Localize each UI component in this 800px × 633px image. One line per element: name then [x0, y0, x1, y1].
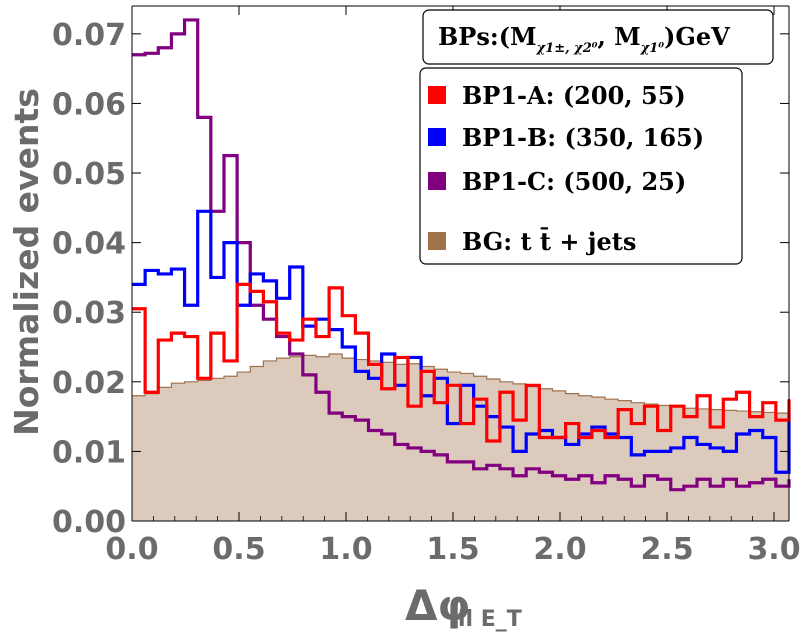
- plot-frame: [131, 5, 790, 522]
- legend: BP1-A: (200, 55) BP1-B: (350, 165) BP1-C…: [419, 67, 743, 265]
- legend-label-bp1b: BP1-B: (350, 165): [462, 123, 704, 152]
- legend-label-bg: BG: t t̄ + jets: [462, 227, 636, 256]
- legend-title-start: BPs:(M: [438, 22, 537, 51]
- y-tick-label: 0.03: [52, 296, 126, 331]
- ticks-layer: 0.00 0.01 0.02 0.03 0.04 0.05 0.06 0.07 0.0 0.5 1.…: [52, 6, 800, 567]
- legend-title-end: )GeV: [664, 22, 730, 51]
- y-axis-label: Normalized events: [7, 88, 46, 436]
- y-tick-label: 0.01: [52, 435, 126, 470]
- legend-entry-bp1b: BP1-B: (350, 165): [428, 123, 704, 152]
- legend-swatch-bg: [428, 232, 446, 250]
- x-axis-label: Δφ ll E_T: [405, 581, 522, 632]
- x-tick-label: 0.5: [212, 532, 265, 567]
- legend-title-box: BPs:(Mχ1±, χ2⁰, Mχ1⁰)GeV: [422, 9, 774, 65]
- legend-swatch-bp1c: [428, 172, 446, 190]
- legend-swatch-bp1b: [428, 128, 446, 146]
- x-tick-label: 3.0: [747, 532, 800, 567]
- legend-swatch-bp1a: [428, 86, 446, 104]
- x-tick-label: 1.0: [319, 532, 372, 567]
- legend-entry-bp1a: BP1-A: (200, 55): [428, 81, 686, 110]
- legend-label-bp1c: BP1-C: (500, 25): [462, 167, 686, 196]
- series-line-bp1c: [132, 18, 791, 492]
- y-tick-label: 0.05: [52, 157, 126, 192]
- signal-histograms-layer: [132, 18, 791, 492]
- legend-entry-bg: BG: t t̄ + jets: [428, 227, 636, 256]
- svg-text:BPs:(Mχ1±, χ2⁰, Mχ1⁰)GeV: BPs:(Mχ1±, χ2⁰, Mχ1⁰)GeV: [438, 22, 730, 56]
- x-tick-label: 2.0: [533, 532, 586, 567]
- y-tick-label: 0.00: [52, 505, 126, 540]
- y-tick-label: 0.06: [52, 87, 126, 122]
- series-line-bp1a: [132, 282, 791, 443]
- y-tick-label: 0.02: [52, 366, 126, 401]
- y-tick-label: 0.07: [52, 18, 126, 53]
- x-axis-label-subscript: ll E_T: [458, 607, 522, 632]
- x-axis-label-main: Δφ: [405, 581, 470, 630]
- x-tick-label: 0.0: [105, 532, 158, 567]
- x-tick-label: 2.5: [640, 532, 693, 567]
- y-tick-label: 0.04: [52, 227, 126, 262]
- legend-label-bp1a: BP1-A: (200, 55): [462, 81, 686, 110]
- x-tick-label: 1.5: [426, 532, 479, 567]
- legend-title-mid: , M: [597, 22, 640, 51]
- legend-title-sub: χ1±, χ2⁰: [536, 41, 598, 56]
- legend-entry-bp1c: BP1-C: (500, 25): [428, 167, 686, 196]
- legend-title-sub2: χ1⁰: [640, 41, 665, 56]
